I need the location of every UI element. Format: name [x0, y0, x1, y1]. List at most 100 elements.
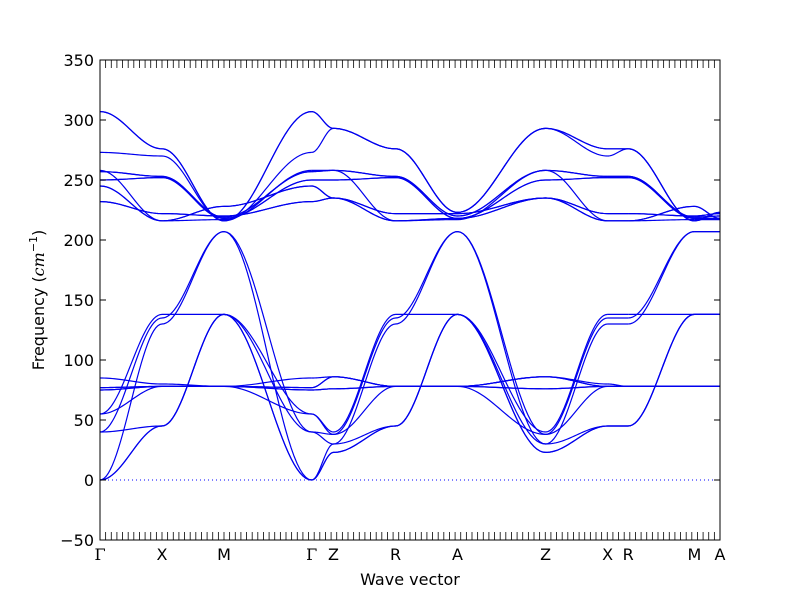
band-line-Z-X-20: [545, 169, 608, 222]
band-line-Γ-Z-4: [311, 431, 334, 435]
y-tick-label: 0: [84, 471, 94, 490]
band-line-M-Γ-13: [223, 201, 312, 217]
y-axis-label-close: ): [29, 230, 48, 236]
band-line-M-A-15: [694, 205, 721, 219]
y-axis-unit-exponent: −1: [27, 236, 40, 252]
band-line-M-Γ-5: [223, 385, 312, 415]
band-line-M-Γ-6: [223, 313, 312, 415]
band-line-Γ-X-4: [99, 317, 163, 433]
band-line-Γ-X-23: [99, 111, 163, 150]
y-tick-label: 350: [63, 51, 94, 70]
band-line-R-A-23: [395, 148, 458, 213]
x-tick-label: A: [452, 545, 463, 564]
band-line-R-M-19: [628, 175, 695, 218]
band-line-Z-R-3: [333, 425, 396, 445]
band-line-Z-R-8: [333, 385, 396, 390]
band-line-Γ-Z-11: [311, 376, 334, 379]
x-tick-label: Z: [328, 545, 339, 564]
band-line-X-M-15: [161, 205, 225, 222]
band-line-Z-R-19: [333, 169, 396, 177]
band-line-Γ-Z-8: [311, 388, 334, 391]
x-axis-label: Wave vector: [360, 570, 460, 589]
band-line-R-A-3: [395, 313, 458, 427]
y-axis-label: Frequency (cm−1): [27, 230, 48, 371]
y-axis-unit-base: cm: [29, 252, 48, 276]
band-line-Γ-X-5: [99, 385, 163, 415]
band-line-Z-X-2: [545, 323, 608, 445]
band-line-M-A-23: [694, 211, 721, 222]
band-line-Γ-X-19: [99, 171, 163, 177]
band-line-Γ-Z-2: [311, 443, 334, 481]
band-line-Z-R-23: [333, 127, 396, 150]
band-line-Γ-X-2: [99, 323, 163, 481]
band-line-Γ-Z-15: [311, 185, 334, 199]
y-tick-label: 250: [63, 171, 94, 190]
band-line-M-Γ-10: [224, 385, 312, 389]
x-tick-label: A: [715, 545, 726, 564]
band-line-Z-X-11: [545, 376, 608, 385]
band-line-Γ-X-17: [99, 177, 163, 181]
y-tick-label: 150: [63, 291, 94, 310]
band-line-Z-R-2: [333, 323, 396, 445]
band-line-Γ-X-10: [100, 385, 162, 389]
band-line-Γ-X-20: [99, 169, 163, 222]
band-line-Γ-Z-3: [311, 431, 334, 445]
band-line-Z-R-11: [333, 376, 396, 387]
band-line-Z-R-5: [333, 385, 396, 435]
band-line-Z-X-15: [545, 197, 608, 222]
band-line-Γ-X-13: [99, 201, 163, 215]
band-line-Γ-Z-10: [311, 376, 334, 389]
band-line-M-Γ-3: [223, 313, 312, 433]
x-tick-label: Γ: [306, 545, 317, 564]
band-line-Γ-X-21: [99, 151, 163, 157]
y-tick-label: 300: [63, 111, 94, 130]
band-line-Z-X-5: [545, 385, 608, 435]
band-line-Γ-Z-23: [311, 111, 334, 129]
band-line-Z-R-6: [333, 313, 396, 433]
band-line-A-Z-11: [457, 376, 546, 387]
band-line-X-R-11: [607, 383, 629, 387]
band-line-R-M-3: [628, 313, 695, 427]
band-line-R-A-4: [395, 231, 458, 319]
x-tick-label: Γ: [94, 545, 105, 564]
band-line-Z-X-19: [545, 169, 608, 177]
x-tick-label: X: [157, 545, 168, 564]
band-line-Γ-X-15: [99, 185, 163, 222]
x-tick-label: M: [687, 545, 701, 564]
x-tick-label: M: [217, 545, 231, 564]
band-line-A-Z-4: [457, 231, 546, 435]
band-line-X-M-19: [161, 175, 225, 218]
band-line-X-M-11: [161, 383, 225, 387]
band-line-R-A-20: [395, 219, 458, 222]
y-tick-label: 200: [63, 231, 94, 250]
band-line-M-A-13: [694, 213, 721, 217]
band-line-M-Γ-1: [223, 313, 312, 481]
band-line-M-Γ-21: [223, 151, 312, 222]
band-line-M-Γ-11: [223, 377, 312, 387]
band-line-A-Z-20: [457, 169, 546, 221]
band-line-Γ-X-1: [99, 425, 163, 481]
band-line-X-M-23: [161, 148, 225, 222]
band-line-M-Γ-23: [223, 111, 312, 222]
band-line-Z-X-3: [545, 425, 608, 445]
band-line-A-Z-8: [457, 385, 546, 390]
band-line-A-Z-15: [457, 197, 546, 219]
band-line-R-M-15: [628, 205, 695, 222]
band-line-X-M-4: [161, 231, 225, 319]
band-line-A-Z-5: [457, 385, 546, 435]
band-line-Z-R-17: [333, 177, 396, 181]
band-line-Z-R-4: [333, 317, 396, 435]
y-tick-label: 50: [74, 411, 94, 430]
band-line-M-Γ-15: [223, 185, 312, 207]
band-line-A-Z-23: [457, 127, 546, 213]
band-line-Z-R-20: [333, 169, 396, 222]
x-tick-label: R: [390, 545, 401, 564]
band-line-Z-R-15: [333, 197, 396, 222]
band-line-R-M-23: [628, 148, 695, 222]
y-tick-label: 100: [63, 351, 94, 370]
band-line-Z-X-23: [545, 127, 608, 150]
x-tick-label: Z: [540, 545, 551, 564]
